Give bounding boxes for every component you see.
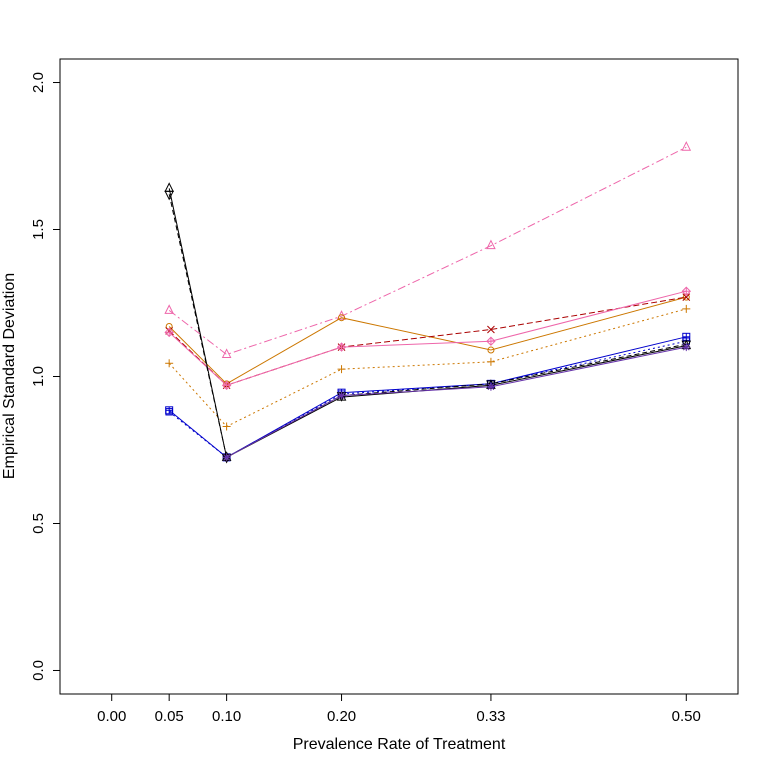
data-point bbox=[221, 380, 232, 391]
series-layer bbox=[164, 141, 692, 464]
series-line bbox=[168, 188, 687, 459]
data-point bbox=[682, 343, 691, 352]
series-line bbox=[226, 346, 687, 458]
x-axis: 0.00 0.05 0.10 0.20 0.33 0.50 bbox=[97, 693, 701, 725]
data-point bbox=[337, 391, 346, 400]
data-point bbox=[338, 314, 346, 322]
series-line bbox=[168, 146, 687, 356]
series-line bbox=[168, 340, 687, 458]
data-point bbox=[681, 286, 691, 296]
data-point bbox=[164, 190, 174, 201]
data-point bbox=[486, 239, 496, 250]
data-point bbox=[337, 365, 346, 374]
data-point bbox=[221, 348, 232, 358]
data-point bbox=[681, 141, 692, 151]
y-tick-label: 0.0 bbox=[30, 660, 47, 681]
data-point bbox=[165, 359, 174, 368]
series-line bbox=[168, 336, 687, 458]
series-6 bbox=[165, 332, 691, 462]
series-10 bbox=[222, 343, 691, 462]
plot-frame bbox=[59, 58, 739, 695]
x-tick-label: 0.50 bbox=[672, 708, 701, 725]
x-axis-title: Prevalence Rate of Treatment bbox=[293, 736, 506, 753]
data-point bbox=[222, 453, 231, 462]
data-point bbox=[682, 304, 691, 313]
data-point bbox=[487, 346, 495, 354]
series-3 bbox=[165, 293, 691, 390]
data-point bbox=[682, 332, 691, 341]
x-tick-label: 0.33 bbox=[476, 708, 505, 725]
series-line bbox=[168, 296, 687, 385]
series-2 bbox=[165, 293, 690, 388]
series-line bbox=[168, 308, 687, 428]
data-point bbox=[486, 357, 495, 366]
y-tick-label: 1.0 bbox=[30, 366, 47, 387]
series-line bbox=[168, 290, 687, 386]
data-point bbox=[165, 408, 173, 416]
data-point bbox=[486, 336, 496, 346]
data-point bbox=[164, 304, 174, 314]
y-axis-title: Empirical Standard Deviation bbox=[1, 273, 18, 479]
series-9 bbox=[164, 190, 692, 464]
x-tick-label: 0.00 bbox=[97, 708, 126, 725]
data-point bbox=[164, 327, 174, 338]
y-tick-label: 1.5 bbox=[30, 219, 47, 240]
y-tick-label: 0.5 bbox=[30, 513, 47, 534]
series-line bbox=[168, 194, 687, 459]
series-1 bbox=[164, 141, 692, 358]
data-point bbox=[486, 382, 495, 391]
data-point bbox=[682, 293, 691, 301]
series-8 bbox=[164, 182, 692, 461]
x-tick-label: 0.05 bbox=[155, 708, 184, 725]
series-7 bbox=[165, 337, 690, 462]
data-point bbox=[487, 325, 495, 334]
data-point bbox=[336, 342, 347, 352]
y-tick-label: 2.0 bbox=[30, 72, 47, 93]
data-point bbox=[222, 422, 231, 431]
series-5 bbox=[165, 304, 691, 431]
x-tick-label: 0.20 bbox=[327, 708, 356, 725]
x-tick-label: 0.10 bbox=[212, 708, 241, 725]
y-axis: 0.0 0.5 1.0 1.5 2.0 bbox=[30, 72, 61, 681]
